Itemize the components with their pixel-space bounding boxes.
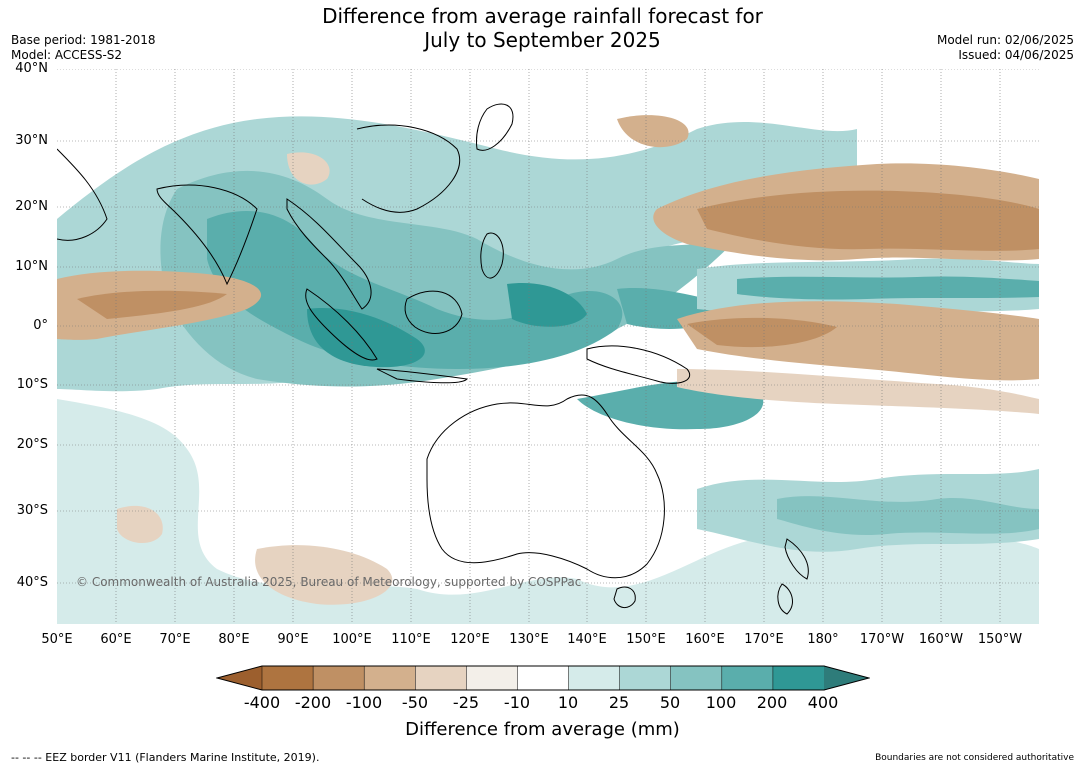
lat-label: 20°N [15, 199, 48, 214]
colorbar-label: 100 [705, 693, 737, 712]
lon-label: 130°E [509, 632, 549, 647]
lat-label: 10°N [15, 259, 48, 274]
lat-label: 20°S [16, 437, 48, 452]
colorbar-label: -100 [345, 693, 383, 712]
colorbar-segment [568, 665, 621, 691]
lon-label: 150°W [977, 632, 1023, 647]
base-period-text: Base period: 1981-2018 [11, 33, 156, 47]
colorbar [216, 665, 870, 691]
lon-label: 60°E [100, 632, 132, 647]
boundaries-disclaimer: Boundaries are not considered authoritat… [875, 753, 1074, 763]
lon-label: 160°W [918, 632, 964, 647]
lat-label: 0° [33, 318, 48, 333]
colorbar-segment [670, 665, 723, 691]
colorbar-label: 50 [659, 693, 681, 712]
lon-label: 90°E [277, 632, 309, 647]
colorbar-label: -400 [243, 693, 281, 712]
lat-label: 40°S [16, 575, 48, 590]
colorbar-segment [466, 665, 519, 691]
lat-label: 10°S [16, 377, 48, 392]
lon-label: 70°E [159, 632, 191, 647]
lon-label: 160°E [685, 632, 725, 647]
lon-label: 50°E [41, 632, 73, 647]
australia-coast [426, 394, 665, 579]
colorbar-segment [261, 665, 314, 691]
coastlines [57, 103, 809, 615]
lon-label: 140°E [567, 632, 607, 647]
new-guinea-coast [586, 345, 690, 384]
china-coast [356, 124, 461, 213]
colorbar-segment [772, 665, 825, 691]
colorbar-segment [721, 665, 774, 691]
colorbar-label: 200 [756, 693, 788, 712]
map-title: Difference from average rainfall forecas… [0, 4, 1085, 52]
copyright-text: © Commonwealth of Australia 2025, Bureau… [76, 575, 581, 589]
india-coast [156, 184, 258, 286]
lon-label: 180° [807, 632, 839, 647]
eez-border-note: -- -- -- EEZ border V11 (Flanders Marine… [11, 751, 320, 764]
graticule [57, 69, 1039, 624]
lon-label: 150°E [626, 632, 666, 647]
colorbar-label: -50 [401, 693, 429, 712]
map-title-line1: Difference from average rainfall forecas… [322, 4, 763, 28]
colorbar-label: 25 [608, 693, 630, 712]
lon-label: 100°E [332, 632, 372, 647]
colorbar-segment [517, 665, 570, 691]
colorbar-segments [217, 665, 869, 691]
japan-coast [476, 103, 514, 151]
arabia-coast [57, 148, 108, 241]
lat-label: 30°S [16, 503, 48, 518]
colorbar-label: 400 [807, 693, 839, 712]
colorbar-label: -10 [503, 693, 531, 712]
tasmania-coast [613, 586, 636, 608]
new-zealand-south-coast [777, 583, 793, 615]
java-coast [376, 368, 468, 384]
lon-label: 120°E [450, 632, 490, 647]
meta-right: Model run: 02/06/2025 Issued: 04/06/2025 [937, 33, 1074, 63]
model-run-text: Model run: 02/06/2025 [936, 33, 1074, 47]
lat-label: 40°N [15, 61, 48, 76]
indochina-coast [286, 198, 372, 310]
borneo-coast [404, 290, 463, 334]
meta-left: Base period: 1981-2018 Model: ACCESS-S2 [11, 33, 156, 63]
rainfall-anomaly-field [57, 69, 1039, 624]
colorbar-label: -25 [452, 693, 480, 712]
colorbar-segment [312, 665, 365, 691]
colorbar-outline [216, 665, 870, 691]
lat-label: 30°N [15, 133, 48, 148]
rainfall-map: © Commonwealth of Australia 2025, Bureau… [57, 69, 1039, 624]
colorbar-segment [363, 665, 417, 691]
colorbar-extend-high [824, 666, 869, 690]
sumatra-coast [305, 288, 378, 361]
lon-label: 170°E [744, 632, 784, 647]
lon-label: 170°W [859, 632, 905, 647]
colorbar-segment [415, 665, 468, 691]
issued-text: Issued: 04/06/2025 [958, 48, 1074, 62]
colorbar-label: -200 [294, 693, 332, 712]
philippines-coast [480, 232, 504, 279]
lon-label: 110°E [391, 632, 431, 647]
colorbar-label: 10 [557, 693, 579, 712]
model-text: Model: ACCESS-S2 [11, 48, 123, 62]
colorbar-title: Difference from average (mm) [405, 719, 680, 740]
lon-label: 80°E [218, 632, 250, 647]
colorbar-extend-low [217, 666, 262, 690]
new-zealand-coast [784, 538, 809, 580]
colorbar-segment [619, 665, 672, 691]
map-title-line2: July to September 2025 [424, 28, 661, 52]
